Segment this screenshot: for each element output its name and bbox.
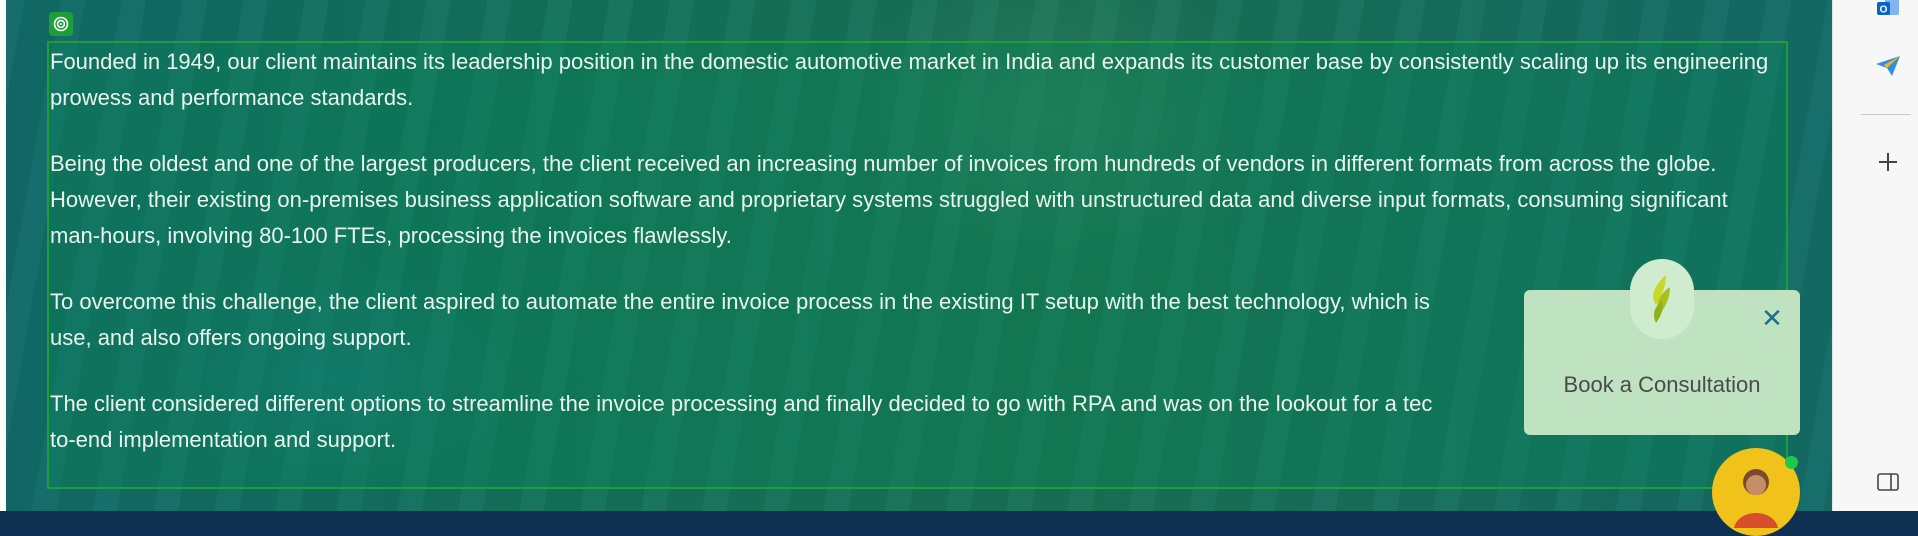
page-background xyxy=(0,0,1832,511)
target-icon[interactable] xyxy=(49,12,73,36)
selected-section-outline xyxy=(47,41,1788,489)
book-consultation-button[interactable]: Book a Consultation xyxy=(1563,372,1761,397)
add-icon[interactable] xyxy=(1868,142,1908,182)
sidebar-toggle-icon[interactable] xyxy=(1868,462,1908,502)
leaf-logo-icon xyxy=(1630,259,1694,339)
paragraph-4-line-1: The client considered different options … xyxy=(50,391,1433,416)
paragraph-3: To overcome this challenge, the client a… xyxy=(50,284,1780,356)
paragraph-4: The client considered different options … xyxy=(50,386,1780,458)
close-icon[interactable]: ✕ xyxy=(1761,303,1783,333)
paragraph-3-line-2: use, and also offers ongoing support. xyxy=(50,325,412,350)
online-status-indicator xyxy=(1785,456,1798,469)
paragraph-3-line-1: To overcome this challenge, the client a… xyxy=(50,289,1430,314)
left-edge xyxy=(0,0,6,511)
article-body: Founded in 1949, our client maintains it… xyxy=(50,44,1780,488)
paper-plane-icon[interactable] xyxy=(1868,46,1908,86)
paragraph-2: Being the oldest and one of the largest … xyxy=(50,151,1728,248)
paragraph-1: Founded in 1949, our client maintains it… xyxy=(50,49,1769,110)
outlook-icon[interactable]: O xyxy=(1868,0,1908,28)
paragraph-4-line-2: to-end implementation and support. xyxy=(50,427,397,452)
svg-text:O: O xyxy=(1880,5,1888,16)
browser-sidebar xyxy=(1832,0,1918,511)
sidebar-divider xyxy=(1861,114,1911,115)
